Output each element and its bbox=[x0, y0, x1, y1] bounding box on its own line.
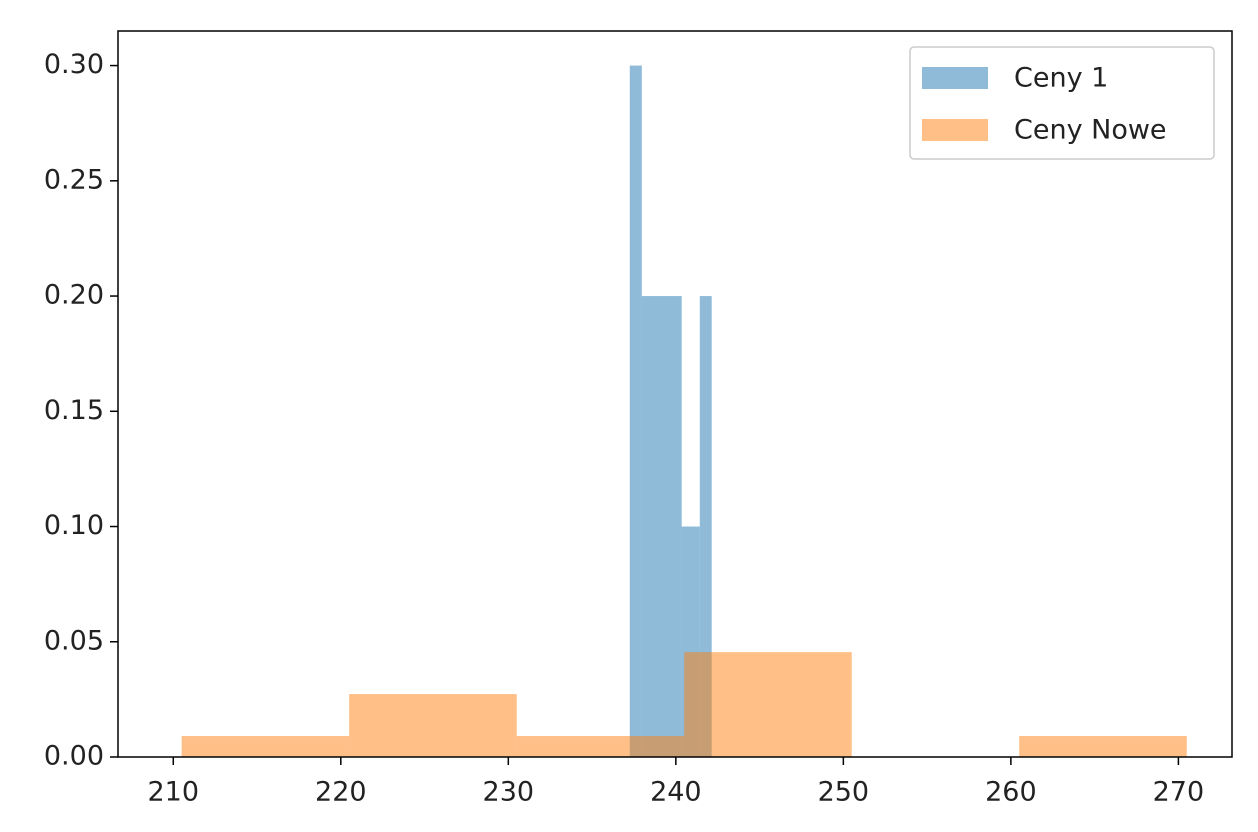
histogram-bar bbox=[641, 296, 682, 757]
y-tick-label: 0.00 bbox=[44, 741, 104, 772]
legend-label: Ceny Nowe bbox=[1014, 115, 1167, 146]
y-tick-label: 0.05 bbox=[44, 625, 104, 656]
histogram-bar bbox=[699, 296, 712, 757]
x-tick-label: 240 bbox=[650, 777, 702, 808]
y-tick-label: 0.10 bbox=[44, 510, 104, 541]
legend-label: Ceny 1 bbox=[1014, 63, 1108, 94]
y-tick-label: 0.30 bbox=[44, 49, 104, 80]
x-tick-label: 230 bbox=[483, 777, 535, 808]
histogram-bar bbox=[349, 694, 517, 757]
legend-swatch bbox=[922, 67, 988, 89]
histogram-bar bbox=[181, 736, 350, 757]
legend-swatch bbox=[922, 119, 988, 141]
histogram-bar bbox=[684, 652, 852, 757]
histogram-bar bbox=[629, 65, 642, 758]
x-tick-label: 250 bbox=[818, 777, 870, 808]
y-tick-label: 0.25 bbox=[44, 164, 104, 195]
x-tick-label: 260 bbox=[985, 777, 1037, 808]
y-tick-label: 0.15 bbox=[44, 395, 104, 426]
x-tick-label: 210 bbox=[148, 777, 200, 808]
x-tick-label: 270 bbox=[1153, 777, 1205, 808]
x-tick-label: 220 bbox=[315, 777, 367, 808]
histogram-bar bbox=[1019, 736, 1187, 757]
y-tick-label: 0.20 bbox=[44, 280, 104, 311]
histogram-bar bbox=[516, 736, 685, 757]
plot-frame bbox=[117, 30, 1233, 758]
